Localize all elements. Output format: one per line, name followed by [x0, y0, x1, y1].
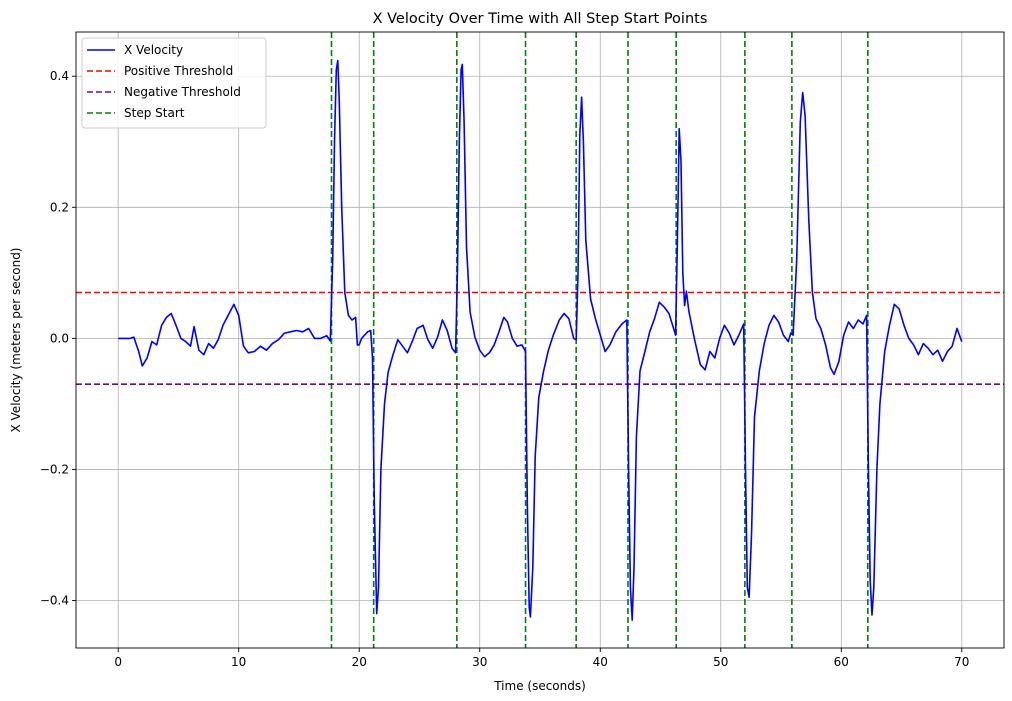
- grid-lines: [76, 32, 1004, 648]
- x-tick-label: 30: [472, 655, 487, 669]
- legend-label: Negative Threshold: [124, 85, 241, 99]
- legend-item: X Velocity: [87, 43, 183, 57]
- plot-frame: [75, 31, 1005, 649]
- x-tick-label: 0: [114, 655, 122, 669]
- legend-label: Step Start: [124, 106, 185, 120]
- x-tick-label: 70: [954, 655, 969, 669]
- y-tick-label: 0.0: [50, 331, 69, 345]
- y-axis-label: X Velocity (meters per second): [9, 248, 23, 433]
- legend-item: Positive Threshold: [87, 64, 233, 78]
- x-axis-ticks: 0 10 20 30 40 50 60 70: [114, 648, 969, 669]
- y-tick-label: 0.2: [50, 200, 69, 214]
- legend-item: Step Start: [87, 106, 185, 120]
- step-start-lines: [330, 32, 869, 648]
- y-tick-label: −0.2: [40, 462, 69, 476]
- legend-label: X Velocity: [124, 43, 183, 57]
- y-axis-ticks: −0.4 −0.2 0.0 0.2 0.4: [40, 69, 76, 607]
- threshold-lines: [76, 291, 1004, 386]
- y-tick-label: −0.4: [40, 593, 69, 607]
- x-tick-label: 50: [713, 655, 728, 669]
- x-tick-label: 10: [231, 655, 246, 669]
- x-axis-label: Time (seconds): [493, 679, 586, 693]
- x-tick-label: 20: [352, 655, 367, 669]
- x-tick-label: 40: [593, 655, 608, 669]
- chart-title: X Velocity Over Time with All Step Start…: [373, 11, 708, 27]
- y-tick-label: 0.4: [50, 69, 69, 83]
- legend: X Velocity Positive Threshold Negative Thr…: [81, 37, 267, 129]
- legend-item: Negative Threshold: [87, 85, 241, 99]
- legend-box: [81, 37, 267, 129]
- x-velocity-line: [118, 59, 963, 621]
- x-tick-label: 60: [834, 655, 849, 669]
- legend-label: Positive Threshold: [124, 64, 233, 78]
